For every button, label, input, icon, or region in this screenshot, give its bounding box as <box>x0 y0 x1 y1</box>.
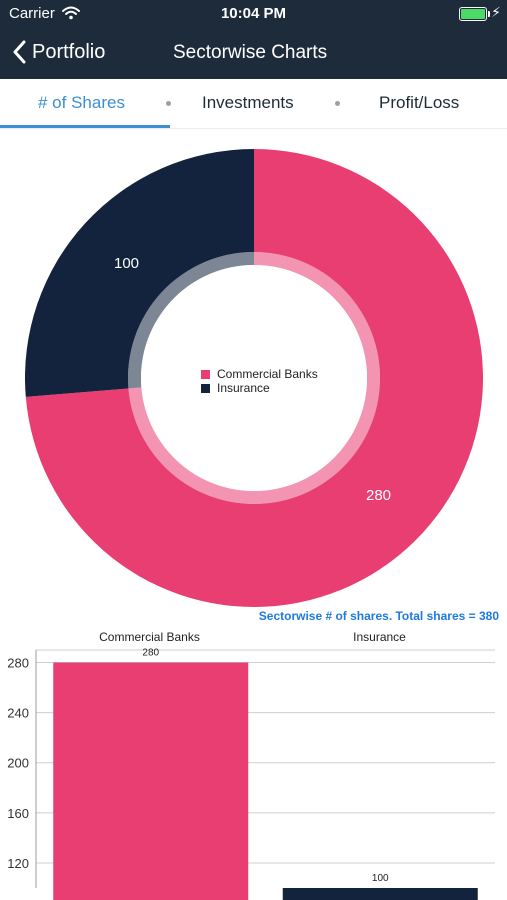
status-bar: Carrier 10:04 PM ⚡ <box>0 0 507 28</box>
tab-investments[interactable]: Investments <box>202 93 294 112</box>
y-tick-label: 160 <box>7 806 29 821</box>
wifi-icon <box>62 6 80 20</box>
tab-profit-loss[interactable]: Profit/Loss <box>379 93 460 112</box>
commercial-banks-slice-label: 280 <box>366 487 392 504</box>
donut-slice <box>24 149 254 397</box>
y-tick-label: 120 <box>7 856 29 871</box>
segment-tabs: # of Shares Investments Profit/Loss <box>0 79 507 129</box>
legend-label: Commercial Banks <box>217 367 318 381</box>
legend-swatch <box>201 383 210 393</box>
tab-separator-dot <box>166 101 171 106</box>
tab-separator-dot <box>335 101 340 106</box>
donut-slice-inner-ring <box>128 252 254 389</box>
charging-icon: ⚡ <box>491 4 501 20</box>
back-button-label: Portfolio <box>32 40 106 63</box>
chevron-left-icon <box>13 40 26 64</box>
bar-category-label: Commercial Banks <box>99 630 200 644</box>
donut-slice <box>25 149 483 607</box>
tab-number-of-shares[interactable]: # of Shares <box>38 93 125 112</box>
y-tick-label: 200 <box>7 756 29 771</box>
bar <box>282 888 478 900</box>
bar-category-label: Insurance <box>353 630 406 644</box>
chart-caption: Sectorwise # of shares. Total shares = 3… <box>258 609 499 623</box>
donut-chart <box>24 149 483 607</box>
donut-hole <box>141 265 367 491</box>
y-tick-label: 240 <box>7 706 29 721</box>
bar <box>53 662 249 900</box>
insurance-slice-label: 100 <box>114 255 140 272</box>
bar-chart: 120 160 200 240 280 280 100 <box>7 648 495 900</box>
active-tab-indicator <box>0 125 170 128</box>
donut-legend: Commercial Banks Insurance <box>201 367 318 395</box>
status-time: 10:04 PM <box>220 5 287 22</box>
bar-value-label: 280 <box>142 648 159 659</box>
legend-item-commercial-banks: Commercial Banks <box>201 367 318 381</box>
battery-icon <box>459 7 490 21</box>
carrier-label: Carrier <box>9 5 55 22</box>
page-title: Sectorwise Charts <box>173 42 328 63</box>
legend-item-insurance: Insurance <box>201 381 318 395</box>
y-tick-label: 280 <box>7 656 29 671</box>
back-button[interactable]: Portfolio <box>12 37 105 67</box>
legend-label: Insurance <box>217 381 270 395</box>
legend-swatch <box>201 369 210 379</box>
bar-value-label: 100 <box>372 873 389 884</box>
navigation-bar: Carrier 10:04 PM ⚡ Portfolio Sectorwise … <box>0 0 507 79</box>
